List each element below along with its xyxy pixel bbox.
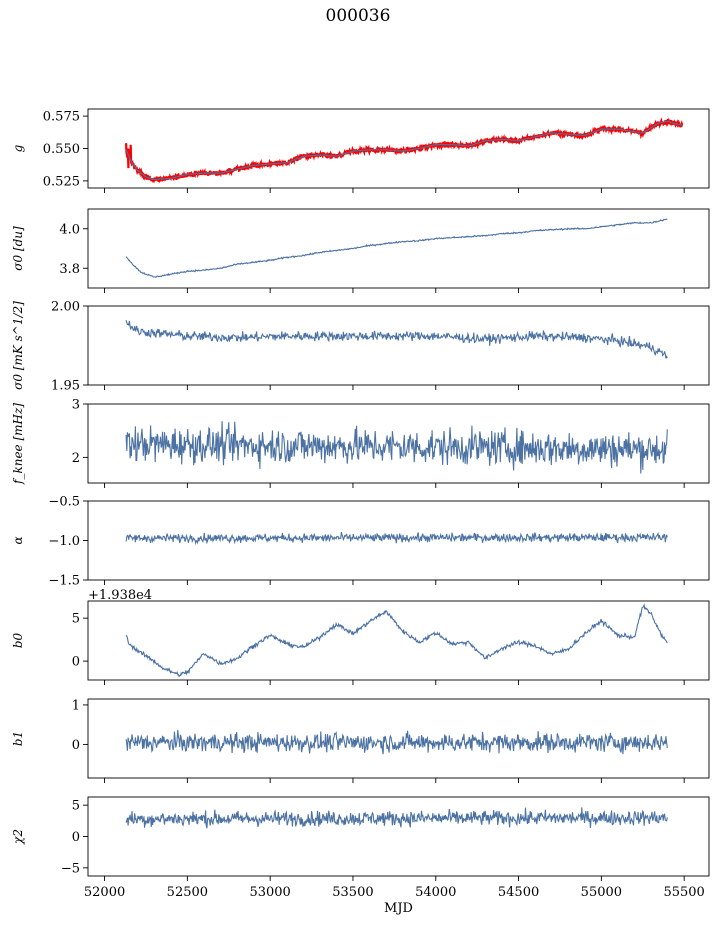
x-tick-label: 52000: [84, 885, 125, 900]
y-tick-label: 5: [72, 612, 80, 627]
x-tick-label: 53500: [332, 885, 373, 900]
axes-frame: [87, 600, 710, 681]
series-line: [125, 603, 668, 678]
y-tick-label: 0.550: [43, 142, 80, 157]
y-tick-label: 5: [72, 799, 80, 814]
y-axis-label: g: [11, 144, 25, 152]
panel-alpha: −1.5 −1.0 −0.5 α: [11, 495, 710, 589]
series-line: [125, 319, 668, 359]
panel-sigma0-du: 3.8 4.0 σ0 [du]: [11, 208, 710, 293]
series-line: [125, 807, 668, 829]
series-line: [125, 531, 668, 546]
y-tick-label: 0.575: [43, 110, 80, 125]
series-line: [125, 421, 668, 474]
y-tick-label: 0: [72, 738, 80, 753]
axes-frame: [87, 500, 710, 581]
x-axis-label: MJD: [384, 901, 413, 916]
x-tick-label: 54000: [415, 885, 456, 900]
y-axis-label: b0: [11, 632, 25, 648]
y-tick-label: −1.0: [48, 534, 80, 549]
series-line: [125, 729, 668, 755]
y-tick-label: 0: [72, 830, 80, 845]
panel-g: 0.525 0.550 0.575 g: [11, 108, 710, 193]
x-tick-label: 55500: [663, 885, 704, 900]
panel-sigma0-mk: 1.95 2.00 σ0 [mK s^1/2]: [11, 300, 710, 394]
y-tick-label: −5: [61, 861, 80, 876]
axes-frame: [87, 796, 710, 877]
axes-frame: [87, 208, 710, 289]
y-tick-label: −0.5: [48, 495, 80, 510]
y-tick-label: 1: [72, 698, 80, 713]
y-axis-label: b1: [11, 731, 25, 746]
x-tick-label: 54500: [498, 885, 539, 900]
panel-b0: 0 5 b0 +1.938e4: [11, 588, 710, 685]
panel-fknee: 2 3 f_knee [mHz]: [11, 398, 710, 488]
y-tick-label: 1.95: [51, 379, 80, 394]
axes-frame: [87, 698, 710, 779]
y-tick-label: 4.0: [59, 222, 80, 237]
y-tick-label: 0.525: [43, 174, 80, 189]
y-tick-label: 3.8: [59, 262, 80, 277]
x-tick-label: 52500: [167, 885, 208, 900]
x-tick-label: 53000: [249, 885, 290, 900]
y-axis-label: f_knee [mHz]: [11, 403, 25, 485]
y-tick-label: 0: [72, 655, 80, 670]
x-tick-label: 55000: [581, 885, 622, 900]
y-tick-label: 3: [72, 398, 80, 413]
panel-b1: 0 1 b1: [11, 698, 710, 783]
y-tick-label: 2: [72, 451, 80, 466]
axes-frame: [87, 403, 710, 484]
y-axis-label: α: [11, 536, 25, 544]
y-tick-label: −1.5: [48, 574, 80, 589]
y-offset-label: +1.938e4: [88, 588, 152, 603]
axes-frame: [87, 305, 710, 386]
panel-chi2: 52000 52500 53000 53500 54000 54500 55000 55500…: [11, 796, 710, 916]
series-line: [125, 120, 683, 181]
figure-title: 000036: [325, 6, 391, 26]
y-tick-label: 2.00: [51, 300, 80, 315]
y-axis-label: σ0 [mK s^1/2]: [11, 301, 25, 390]
y-axis-label: σ0 [du]: [11, 226, 25, 271]
series-line: [125, 218, 668, 279]
y-axis-label: χ2: [11, 829, 25, 845]
